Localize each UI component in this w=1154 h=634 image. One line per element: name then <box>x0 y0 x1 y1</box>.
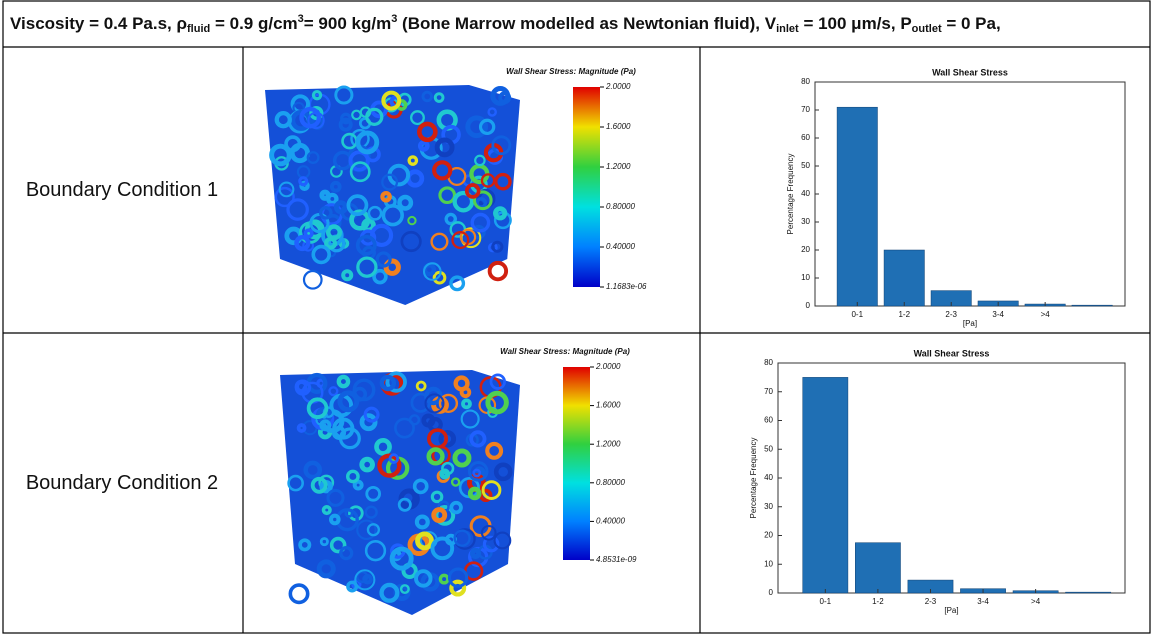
x-tick-label: 0-1 <box>851 310 863 319</box>
y-tick-label: 0 <box>769 588 774 597</box>
row-label: Boundary Condition 2 <box>26 472 218 494</box>
chart-title: Wall Shear Stress <box>914 348 990 358</box>
page: {"header": {"parts": [ {"text": "Viscosi… <box>0 0 1154 634</box>
header-part: (Bone Marrow modelled as Newtonian fluid… <box>397 14 776 33</box>
colorbar-label: 1.6000 <box>606 122 631 131</box>
y-tick-label: 50 <box>801 161 810 170</box>
document: Viscosity = 0.4 Pa.s, ρfluid = 0.9 g/cm 3… <box>0 0 1154 634</box>
header-part: = 900 kg/m <box>304 14 391 33</box>
header-part: fluid <box>187 23 210 35</box>
y-axis-label: Percentage Frequency <box>749 438 758 519</box>
scaffold-strut <box>490 263 506 279</box>
scaffold-strut <box>304 271 322 289</box>
y-tick-label: 60 <box>801 133 810 142</box>
y-tick-label: 30 <box>801 217 810 226</box>
y-tick-label: 10 <box>801 273 810 282</box>
header-part: = 100 μm/s, P <box>799 14 912 33</box>
header-part: = 0.9 g/cm <box>210 14 297 33</box>
y-tick-label: 20 <box>801 245 810 254</box>
y-axis-label: Percentage Frequency <box>786 154 795 235</box>
y-tick-label: 0 <box>806 301 811 310</box>
y-tick-label: 40 <box>764 473 773 482</box>
y-tick-label: 80 <box>764 358 773 367</box>
bar <box>855 543 900 593</box>
y-tick-label: 70 <box>764 387 773 396</box>
x-tick-label: >4 <box>1041 310 1051 319</box>
colorbar-label: 1.1683e-06 <box>606 282 647 291</box>
header-part: inlet <box>776 23 799 35</box>
y-tick-label: 80 <box>801 77 810 86</box>
header-part: = 0 Pa, <box>942 14 1001 33</box>
x-tick-label: 1-2 <box>898 310 910 319</box>
colorbar-label: 1.6000 <box>596 401 621 410</box>
y-tick-label: 70 <box>801 105 810 114</box>
colorbar-label: 0.80000 <box>606 202 635 211</box>
bar <box>1072 305 1112 306</box>
bar <box>837 107 877 306</box>
bar <box>1066 592 1111 593</box>
scaffold-render <box>265 85 520 305</box>
row-label: Boundary Condition 1 <box>26 179 218 201</box>
y-tick-label: 30 <box>764 502 773 511</box>
colorbar-label: 0.80000 <box>596 478 625 487</box>
scaffold-strut <box>290 585 307 602</box>
y-tick-label: 40 <box>801 189 810 198</box>
header-part: Viscosity = 0.4 Pa.s, ρ <box>10 14 187 33</box>
x-tick-label: 1-2 <box>872 597 884 606</box>
x-axis-label: [Pa] <box>963 319 977 328</box>
colorbar-label: 2.0000 <box>605 82 631 91</box>
colorbar-label: 0.40000 <box>606 242 635 251</box>
header-part: outlet <box>912 23 942 35</box>
x-tick-label: >4 <box>1031 597 1041 606</box>
colorbar-label: 4.8531e-09 <box>596 555 637 564</box>
x-tick-label: 3-4 <box>977 597 989 606</box>
x-tick-label: 0-1 <box>820 597 832 606</box>
x-tick-label: 3-4 <box>992 310 1004 319</box>
colorbar-title: Wall Shear Stress: Magnitude (Pa) <box>500 347 630 356</box>
colorbar <box>563 367 590 560</box>
scaffold-render <box>280 370 520 615</box>
colorbar-title: Wall Shear Stress: Magnitude (Pa) <box>506 67 636 76</box>
y-tick-label: 10 <box>764 559 773 568</box>
bar <box>803 377 848 593</box>
colorbar <box>573 87 600 287</box>
colorbar-label: 0.40000 <box>596 517 625 526</box>
colorbar-label: 2.0000 <box>595 362 621 371</box>
y-tick-label: 60 <box>764 416 773 425</box>
y-tick-label: 50 <box>764 444 773 453</box>
header-text: Viscosity = 0.4 Pa.s, ρfluid = 0.9 g/cm3… <box>10 13 1001 35</box>
x-axis-label: [Pa] <box>944 606 958 615</box>
bar <box>884 250 924 306</box>
colorbar-label: 1.2000 <box>606 162 631 171</box>
chart-title: Wall Shear Stress <box>932 67 1008 77</box>
y-tick-label: 20 <box>764 531 773 540</box>
colorbar-label: 1.2000 <box>596 439 621 448</box>
x-tick-label: 2-3 <box>925 597 937 606</box>
x-tick-label: 2-3 <box>945 310 957 319</box>
